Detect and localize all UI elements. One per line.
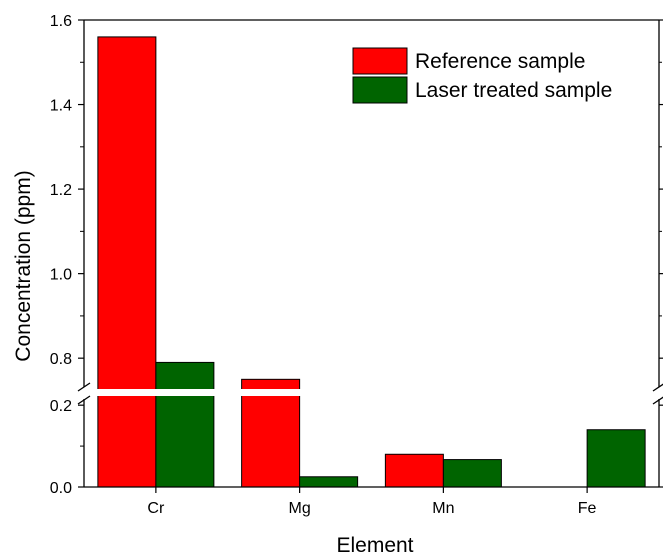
x-tick-label: Mn [432,500,454,517]
y-tick-label: 1.6 [50,13,72,30]
x-tick-label: Cr [147,500,165,517]
break-band [74,389,663,396]
ticks-layer: 0.0 0.2 0.8 1.0 1.2 1.4 1.6 Cr Mg Mn Fe [50,13,663,517]
break-slash-right-b [652,396,663,405]
bar-cr-0 [97,36,157,488]
y-tick-label: 1.4 [50,98,72,115]
legend-swatch-0 [352,47,408,75]
x-tick-label: Fe [578,500,597,517]
bar-mg-0 [241,378,301,488]
y-tick-label: 0.0 [50,480,72,497]
legend-label-1: Laser treated sample [415,79,612,102]
break-slash-right-a [652,383,663,392]
bar-mn-0 [384,453,444,488]
bars-layer [97,36,646,488]
break-slash-left-b [77,395,91,405]
break-slash-left-a [77,382,91,392]
plot-frame [77,19,663,488]
y-tick-label: 0.8 [50,351,72,368]
y-axis-title: Concentration (ppm) [12,170,35,361]
y-tick-label: 1.2 [50,182,72,199]
legend: Reference sample Laser treated sample [352,47,612,104]
bar-mg-1 [299,476,359,488]
y-tick-label: 0.2 [50,398,72,415]
y-tick-label: 1.0 [50,267,72,284]
x-axis-title: Element [336,534,413,557]
bar-cr-1 [155,361,215,488]
legend-swatch-1 [352,76,408,104]
x-tick-label: Mg [289,500,311,517]
bar-fe-1 [586,429,646,488]
legend-label-0: Reference sample [415,50,585,73]
bar-mn-1 [442,459,502,488]
axis-break-gap [74,389,663,396]
